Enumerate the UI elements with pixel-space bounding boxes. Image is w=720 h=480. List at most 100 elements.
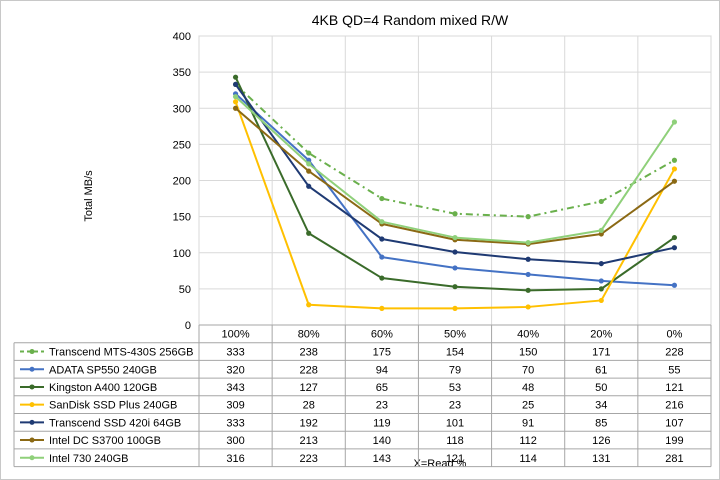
data-point	[671, 157, 678, 163]
table-cell-value: 118	[446, 435, 464, 447]
table-cell-value: 79	[449, 364, 461, 376]
y-tick-label: 400	[173, 31, 191, 43]
data-point	[232, 81, 239, 88]
data-point	[379, 305, 385, 311]
series-line	[234, 95, 676, 244]
table-cell-value: 228	[300, 364, 318, 376]
table-cell-value: 65	[376, 382, 388, 394]
table-cell-value: 53	[449, 382, 461, 394]
table-cell-value: 223	[300, 453, 318, 465]
data-point	[379, 195, 385, 202]
data-point	[598, 297, 604, 304]
data-point	[232, 105, 239, 111]
table-cell-value: 316	[226, 453, 244, 465]
data-point	[306, 302, 312, 308]
table-cell-value: 121	[446, 453, 464, 465]
data-point	[598, 227, 604, 233]
table-cell-value: 281	[665, 453, 683, 465]
data-point	[306, 183, 312, 189]
data-point	[306, 230, 312, 236]
data-point	[671, 166, 678, 172]
legend-key-marker	[29, 419, 35, 425]
table-cell-value: 333	[226, 347, 244, 359]
table-cell-value: 107	[665, 417, 683, 429]
table-cell-value: 85	[595, 417, 607, 429]
legend-key-marker	[29, 366, 35, 372]
legend-series-name: Intel DC S3700 100GB	[49, 435, 161, 447]
table-cell-value: 119	[373, 417, 391, 429]
table-cell-value: 127	[300, 382, 318, 394]
x-tick-label: 40%	[517, 329, 539, 341]
table-cell-value: 143	[373, 453, 391, 465]
y-tick-label: 250	[173, 139, 191, 151]
data-point	[525, 214, 531, 220]
table-cell-value: 34	[595, 400, 607, 412]
data-point	[379, 236, 385, 242]
table-cell-value: 101	[446, 417, 464, 429]
chart-title: 4KB QD=4 Random mixed R/W	[312, 12, 509, 28]
data-point	[452, 265, 458, 271]
x-tick-label: 50%	[444, 329, 466, 341]
x-tick-label: 100%	[222, 329, 250, 341]
legend-series-name: Transcend MTS-430S 256GB	[49, 347, 194, 359]
series-line	[234, 101, 676, 310]
table-cell-value: 50	[595, 382, 607, 394]
data-point	[452, 284, 458, 290]
data-point	[306, 161, 312, 167]
legend-key-marker	[29, 349, 35, 355]
data-point	[598, 231, 604, 237]
table-cell-value: 333	[226, 417, 244, 429]
legend-key-marker	[29, 455, 35, 461]
data-point	[525, 240, 531, 246]
table-cell-value: 23	[449, 400, 461, 412]
series-line	[234, 93, 675, 287]
x-tick-label: 80%	[298, 329, 320, 341]
table-cell-value: 154	[446, 347, 464, 359]
table-cell-value: 238	[300, 347, 318, 359]
data-point	[232, 94, 239, 100]
series-line	[234, 83, 675, 218]
table-cell-value: 171	[592, 347, 610, 359]
table-cell-value: 126	[592, 435, 610, 447]
table-cell-value: 131	[592, 453, 610, 465]
y-tick-label: 200	[173, 176, 191, 188]
table-cell-value: 175	[373, 347, 391, 359]
data-point	[379, 254, 385, 260]
y-tick-label: 100	[173, 248, 191, 260]
legend-series-name: Intel 730 240GB	[49, 453, 129, 465]
table-cell-value: 55	[668, 364, 680, 376]
legend-series-name: Kingston A400 120GB	[49, 382, 157, 394]
x-tick-label: 60%	[371, 329, 393, 341]
data-point	[525, 271, 531, 278]
data-point	[525, 287, 531, 293]
legend-key-marker	[29, 437, 35, 443]
data-point	[671, 178, 678, 184]
y-axis-label: Total MB/s	[83, 170, 95, 222]
table-cell-value: 112	[519, 435, 537, 447]
table-cell-value: 48	[522, 382, 534, 394]
table-cell-value: 213	[300, 435, 318, 447]
table-cell-value: 61	[595, 364, 607, 376]
data-point	[671, 119, 678, 125]
data-point	[598, 278, 604, 284]
data-point	[598, 260, 604, 267]
data-point	[598, 198, 604, 205]
data-point	[232, 74, 239, 80]
x-tick-label: 0%	[666, 329, 682, 341]
table-cell-value: 216	[665, 400, 683, 412]
table-cell-value: 300	[226, 435, 244, 447]
table-cell-value: 309	[226, 400, 244, 412]
table-cell-value: 192	[300, 417, 318, 429]
data-point	[379, 275, 385, 281]
data-point	[525, 256, 531, 262]
legend-series-name: Transcend SSD 420i 64GB	[49, 417, 181, 429]
legend-series-name: ADATA SP550 240GB	[49, 364, 157, 376]
table-cell-value: 114	[519, 453, 537, 465]
y-tick-label: 150	[173, 212, 191, 224]
x-tick-label: 20%	[590, 329, 612, 341]
table-cell-value: 343	[226, 382, 244, 394]
data-point	[525, 304, 531, 310]
legend-key-marker	[29, 384, 35, 390]
